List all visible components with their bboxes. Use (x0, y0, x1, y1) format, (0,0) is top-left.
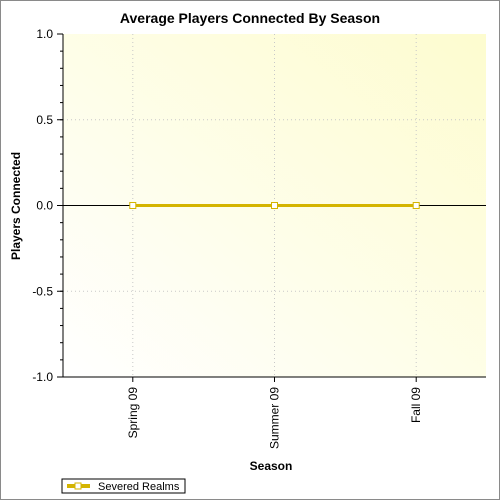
y-tick-label: -0.5 (32, 284, 53, 298)
legend-box (61, 478, 186, 494)
x-tick-label: Fall 09 (409, 387, 423, 423)
legend: Severed Realms (61, 478, 186, 494)
y-tick-label: 0.5 (36, 113, 53, 127)
x-axis-ticks: Spring 09 Summer 09 Fall 09 (126, 377, 423, 449)
series-layer (129, 202, 420, 209)
data-point (271, 202, 278, 209)
legend-label: Severed Realms (98, 481, 180, 493)
data-point (412, 202, 420, 209)
x-tick-label: Spring 09 (126, 387, 140, 439)
legend-swatch-marker (74, 482, 82, 490)
y-axis-title: Players Connected (9, 152, 23, 260)
legend-swatch (67, 482, 90, 490)
x-axis-title: Season (250, 459, 293, 473)
y-tick-label: 0.0 (36, 199, 53, 213)
x-tick-label: Summer 09 (268, 387, 282, 449)
chart-title: Average Players Connected By Season (120, 10, 380, 26)
y-tick-label: -1.0 (32, 370, 53, 384)
y-axis-ticks: 1.0 0.5 0.0 -0.5 -1.0 (32, 27, 63, 384)
data-point (129, 202, 137, 209)
y-tick-label: 1.0 (36, 27, 53, 41)
